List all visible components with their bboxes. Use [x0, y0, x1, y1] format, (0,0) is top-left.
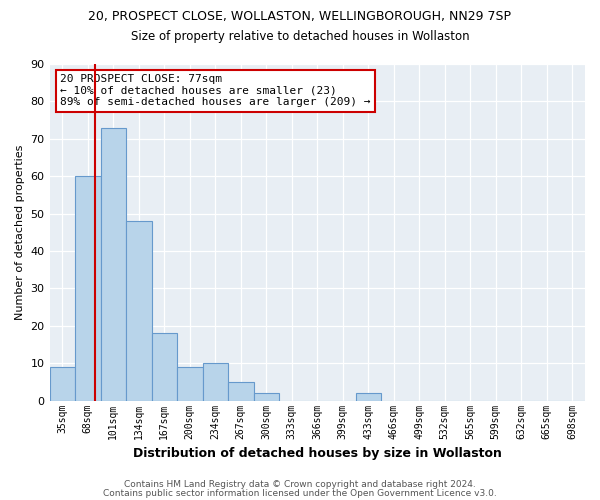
Text: Size of property relative to detached houses in Wollaston: Size of property relative to detached ho… — [131, 30, 469, 43]
Bar — [50, 367, 75, 400]
Bar — [177, 367, 203, 400]
Bar — [356, 393, 381, 400]
Text: 20 PROSPECT CLOSE: 77sqm
← 10% of detached houses are smaller (23)
89% of semi-d: 20 PROSPECT CLOSE: 77sqm ← 10% of detach… — [60, 74, 371, 108]
Text: Contains public sector information licensed under the Open Government Licence v3: Contains public sector information licen… — [103, 488, 497, 498]
Bar — [101, 128, 126, 400]
Bar — [75, 176, 101, 400]
Bar — [228, 382, 254, 400]
Text: 20, PROSPECT CLOSE, WOLLASTON, WELLINGBOROUGH, NN29 7SP: 20, PROSPECT CLOSE, WOLLASTON, WELLINGBO… — [89, 10, 511, 23]
Bar — [203, 363, 228, 401]
Bar — [254, 393, 279, 400]
X-axis label: Distribution of detached houses by size in Wollaston: Distribution of detached houses by size … — [133, 447, 502, 460]
Text: Contains HM Land Registry data © Crown copyright and database right 2024.: Contains HM Land Registry data © Crown c… — [124, 480, 476, 489]
Bar — [152, 334, 177, 400]
Y-axis label: Number of detached properties: Number of detached properties — [15, 144, 25, 320]
Bar — [126, 221, 152, 400]
